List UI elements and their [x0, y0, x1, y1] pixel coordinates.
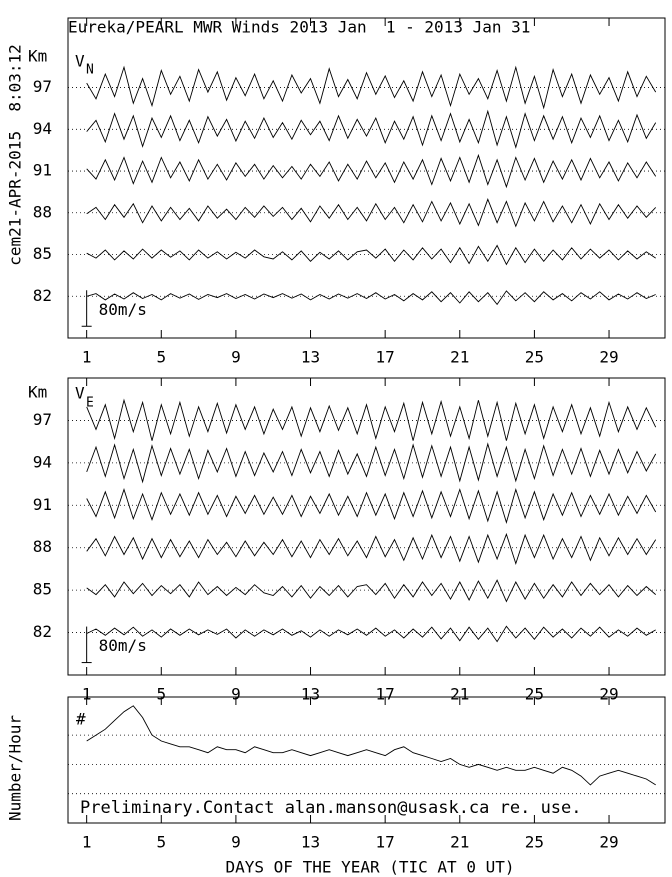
y-tick-label: 82 — [33, 622, 52, 641]
x-tick-label: 1 — [82, 348, 92, 367]
y-tick-label: 94 — [33, 119, 52, 138]
x-tick-label: 9 — [231, 833, 241, 852]
x-axis-label: DAYS OF THE YEAR (TIC AT 0 UT) — [226, 858, 515, 877]
y-tick-label: 91 — [33, 161, 52, 180]
y-tick-label: 82 — [33, 286, 52, 305]
y-tick-label: 85 — [33, 244, 52, 263]
x-tick-label: 13 — [301, 685, 320, 704]
x-tick-label: 21 — [450, 348, 469, 367]
x-tick-label: 17 — [376, 348, 395, 367]
y-tick-label: 91 — [33, 495, 52, 514]
x-tick-label: 25 — [525, 348, 544, 367]
panel-label: V — [75, 52, 85, 71]
scale-bar-label: 80m/s — [99, 636, 147, 655]
y-tick-label: 97 — [33, 77, 52, 96]
x-tick-label: 1 — [82, 833, 92, 852]
panel-label: V — [75, 384, 85, 403]
wind-trace — [86, 109, 657, 149]
wind-trace — [86, 244, 656, 266]
plot-frame — [67, 377, 666, 676]
panel-component: N — [86, 63, 94, 78]
y-axis-label: Number/Hour — [6, 715, 25, 821]
x-tick-label: 9 — [231, 348, 241, 367]
wind-trace — [86, 705, 656, 786]
x-tick-label: 9 — [231, 685, 241, 704]
x-tick-label: 21 — [450, 833, 469, 852]
x-tick-label: 13 — [301, 833, 320, 852]
y-tick-label: 88 — [33, 537, 52, 556]
panel-label: # — [76, 710, 86, 729]
x-tick-label: 1 — [82, 685, 92, 704]
y-axis-label: Km — [28, 383, 47, 402]
x-tick-label: 5 — [156, 833, 166, 852]
y-tick-label: 85 — [33, 580, 52, 599]
y-tick-label: 97 — [33, 410, 52, 429]
x-tick-label: 29 — [599, 348, 618, 367]
wind-trace — [86, 532, 657, 565]
wind-trace — [86, 579, 656, 603]
wind-trace — [86, 398, 657, 441]
wind-trace — [86, 198, 657, 228]
side-text: cem21-APR-2015 8:03:12 — [6, 44, 25, 266]
chart-title: Eureka/PEARL MWR Winds 2013 Jan 1 - 2013… — [68, 18, 530, 37]
x-tick-label: 21 — [450, 685, 469, 704]
wind-trace — [86, 290, 656, 306]
y-tick-label: 94 — [33, 452, 52, 471]
x-tick-label: 17 — [376, 685, 395, 704]
y-axis-label: Km — [28, 47, 47, 66]
x-tick-label: 29 — [599, 833, 618, 852]
footer-note: Preliminary.Contact alan.manson@usask.ca… — [80, 798, 582, 818]
x-tick-label: 5 — [156, 685, 166, 704]
y-tick-label: 88 — [33, 202, 52, 221]
wind-trace — [86, 153, 657, 189]
plot-frame — [67, 17, 666, 339]
x-tick-label: 25 — [525, 685, 544, 704]
x-tick-label: 13 — [301, 348, 320, 367]
wind-trace — [86, 442, 657, 484]
wind-trace — [86, 487, 657, 524]
scale-bar-label: 80m/s — [99, 300, 147, 319]
wind-trace — [86, 625, 656, 643]
x-tick-label: 29 — [599, 685, 618, 704]
x-tick-label: 25 — [525, 833, 544, 852]
plot-frame — [67, 696, 666, 824]
x-tick-label: 17 — [376, 833, 395, 852]
wind-trace — [86, 65, 657, 110]
panel-component: E — [86, 396, 94, 411]
x-tick-label: 5 — [156, 348, 166, 367]
